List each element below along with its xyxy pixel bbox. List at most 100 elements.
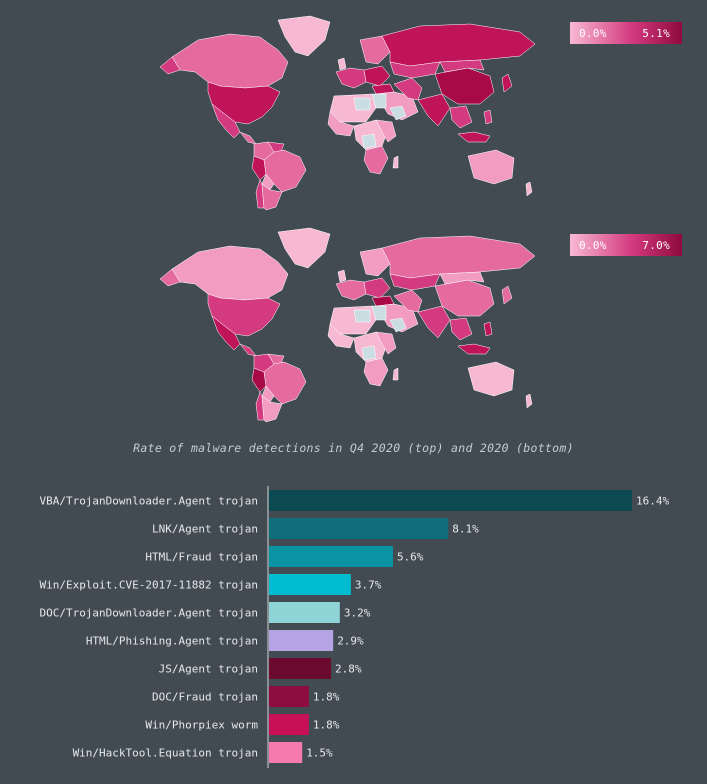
map-region-west-africa [327, 111, 355, 137]
map-region-philippines [483, 109, 493, 125]
map-region-libya [353, 97, 371, 111]
color-scale-legend-top: 0.0% 5.1% [570, 22, 682, 44]
map-region-greenland [277, 15, 331, 57]
map-region-mexico [211, 315, 241, 351]
bar-category-label: Win/Exploit.CVE-2017-11882 trojan [39, 579, 258, 592]
map-region-scandinavia [359, 35, 391, 65]
map-region-new-zealand [525, 181, 533, 197]
map-region-india [417, 93, 451, 127]
map-region-egypt [371, 305, 387, 321]
map-region-southern-africa [363, 357, 389, 387]
map-region-southeast-asia [449, 105, 473, 129]
bar-category-label: DOC/Fraud trojan [152, 691, 258, 704]
map-region-central-america [239, 343, 257, 357]
map-region-east-africa [375, 119, 397, 143]
map-region-peru [251, 367, 267, 393]
map-region-egypt [371, 93, 387, 109]
bar-category-label: JS/Agent trojan [159, 663, 258, 676]
bar [269, 658, 331, 679]
map-region-congo [361, 133, 377, 149]
map-region-uk [337, 269, 347, 283]
map-region-middle-east [375, 91, 419, 121]
legend-top-max: 5.1% [642, 26, 670, 40]
map-region-middle-east [375, 303, 419, 333]
map-region-china [434, 67, 495, 105]
map-region-australia [467, 149, 515, 185]
map-region-indonesia [457, 131, 491, 143]
bar-value-label: 5.6% [397, 551, 424, 564]
bar-category-label: DOC/TrojanDownloader.Agent trojan [39, 607, 258, 620]
map-region-philippines [483, 321, 493, 337]
bar [269, 490, 632, 511]
bar-value-label: 3.7% [355, 579, 382, 592]
map-region-southern-africa [363, 145, 389, 175]
bar [269, 686, 309, 707]
bar [269, 518, 449, 539]
bar [269, 630, 334, 651]
bar-category-label: VBA/TrojanDownloader.Agent trojan [39, 495, 258, 508]
color-scale-legend-bottom: 0.0% 7.0% [570, 234, 682, 256]
map-caption: Rate of malware detections in Q4 2020 (t… [133, 441, 574, 455]
map-region-central-america [239, 131, 257, 145]
map-region-saudi-arabia [389, 317, 407, 333]
map-region-indonesia [457, 343, 491, 355]
bar-value-label: 1.5% [306, 747, 333, 760]
map-region-madagascar [392, 155, 399, 169]
bar-category-label: LNK/Agent trojan [152, 523, 258, 536]
map-region-peru [251, 155, 267, 181]
bar-category-label: HTML/Phishing.Agent trojan [86, 635, 258, 648]
map-region-mongolia [439, 59, 485, 73]
bar-value-label: 2.8% [335, 663, 362, 676]
map-region-mexico [211, 103, 241, 139]
map-region-southeast-asia [449, 317, 473, 341]
bar [269, 714, 309, 735]
map-region-madagascar [392, 367, 399, 381]
map-region-japan [501, 73, 513, 93]
world-map-q4-2020-svg [159, 15, 536, 211]
map-region-alaska [159, 56, 181, 75]
map-region-india [417, 305, 451, 339]
map-region-russia [381, 23, 536, 67]
map-region-congo [361, 345, 377, 361]
world-map-2020 [150, 224, 550, 424]
bar [269, 742, 303, 763]
bar-value-label: 1.8% [313, 719, 340, 732]
map-region-western-europe [335, 67, 367, 89]
map-region-eastern-europe [363, 277, 391, 299]
map-region-japan [501, 285, 513, 305]
map-region-russia [381, 235, 536, 279]
bar-category-label: HTML/Fraud trojan [145, 551, 258, 564]
map-region-east-africa [375, 331, 397, 355]
bar [269, 546, 393, 567]
legend-top-min: 0.0% [579, 26, 607, 40]
legend-bottom-max: 7.0% [642, 238, 670, 252]
map-region-western-europe [335, 279, 367, 301]
map-region-australia [467, 361, 515, 397]
world-map-q4-2020 [150, 12, 550, 212]
bar-category-label: Win/HackTool.Equation trojan [73, 747, 258, 760]
map-region-mongolia [439, 271, 485, 285]
map-region-saudi-arabia [389, 105, 407, 121]
bar-value-label: 16.4% [636, 495, 669, 508]
map-region-uk [337, 57, 347, 71]
bar [269, 574, 351, 595]
map-region-iran [393, 77, 423, 101]
bar [269, 602, 340, 623]
map-region-libya [353, 309, 371, 323]
map-region-argentina [261, 183, 283, 211]
map-region-canada [171, 245, 289, 301]
bar-value-label: 8.1% [452, 523, 479, 536]
map-region-china [434, 279, 495, 317]
map-region-alaska [159, 268, 181, 287]
map-region-west-africa [327, 323, 355, 349]
bar-value-label: 3.2% [344, 607, 371, 620]
map-region-argentina [261, 395, 283, 423]
map-region-scandinavia [359, 247, 391, 277]
map-region-eastern-europe [363, 65, 391, 87]
map-region-new-zealand [525, 393, 533, 409]
bar-value-label: 2.9% [337, 635, 364, 648]
bar-category-label: Win/Phorpiex worm [145, 719, 258, 732]
map-region-greenland [277, 227, 331, 269]
world-map-2020-svg [159, 227, 536, 423]
map-region-canada [171, 33, 289, 89]
